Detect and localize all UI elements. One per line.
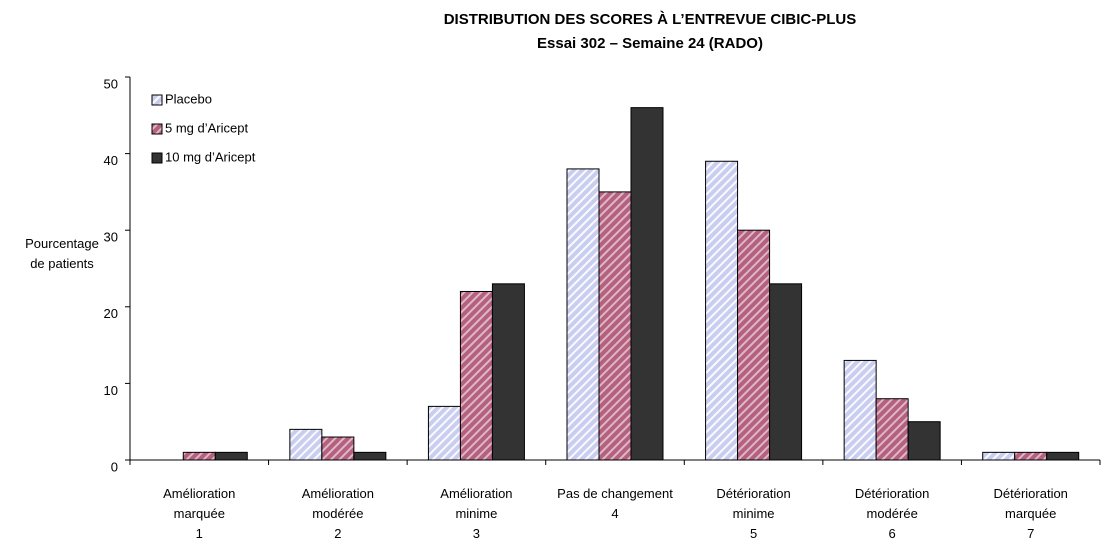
legend-label: 5 mg d’Aricept (165, 120, 248, 135)
y-tick-label: 40 (104, 153, 118, 168)
x-tick-label: Amélioration minime 3 (440, 486, 513, 541)
x-tick-label: Détérioration modérée 6 (854, 486, 930, 541)
x-tick-label: Détérioration marquée 7 (993, 486, 1068, 541)
bar (705, 160, 739, 461)
bar (566, 168, 600, 461)
bar (1046, 451, 1080, 461)
bar (598, 191, 632, 461)
bar (1014, 451, 1048, 461)
y-axis-label: Pourcentage de patients (25, 236, 99, 271)
bar (182, 451, 216, 461)
y-tick-label: 20 (104, 306, 118, 321)
bar (427, 405, 461, 461)
legend-label: Placebo (165, 91, 212, 106)
x-tick-label: Pas de changement 4 (557, 486, 673, 521)
x-tick-label: Détérioration minime 5 (716, 486, 791, 541)
bar (907, 421, 941, 461)
y-tick-label: 50 (104, 76, 118, 91)
bar (353, 451, 387, 461)
y-tick-label: 0 (111, 459, 118, 474)
legend-label: 10 mg d’Aricept (165, 149, 256, 164)
chart-title: DISTRIBUTION DES SCORES À L’ENTREVUE CIB… (444, 11, 857, 28)
legend-swatch (151, 123, 163, 135)
bar (843, 359, 877, 461)
bar (737, 229, 771, 461)
legend-swatch (151, 94, 163, 106)
y-tick-label: 30 (104, 230, 118, 245)
bar (491, 283, 525, 461)
bar (630, 107, 664, 461)
y-tick-label: 10 (104, 383, 118, 398)
bar (769, 283, 803, 461)
x-tick-label: Amélioration modérée 2 (301, 486, 374, 541)
bar (982, 451, 1016, 461)
bar (459, 290, 493, 461)
bar (214, 451, 248, 461)
chart-subtitle: Essai 302 – Semaine 24 (RADO) (537, 35, 763, 52)
x-tick-label: Amélioration marquée 1 (163, 486, 236, 541)
bar (875, 398, 909, 461)
bar (289, 428, 323, 461)
legend-swatch (151, 152, 163, 164)
bar (321, 436, 355, 461)
